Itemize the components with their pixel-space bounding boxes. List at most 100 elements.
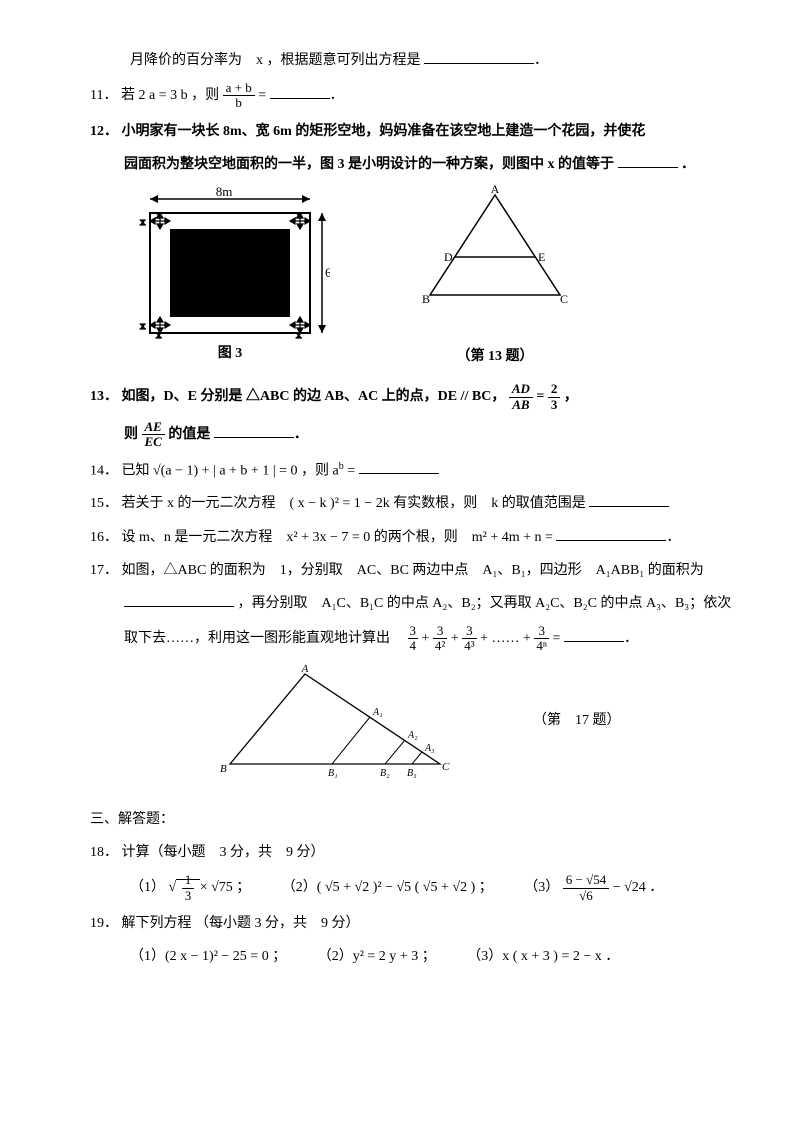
q19-parts: （1）(2 x − 1)² − 25 = 0 ； （2）y² = 2 y + 3… [130,944,740,969]
fig13-svg: A B C D E [410,185,580,335]
svg-text:A: A [300,664,308,675]
svg-text:B: B [220,763,227,775]
header-blank [424,49,534,64]
q16-text: 设 m、n 是一元二次方程 x² + 3x − 7 = 0 的两个根，则 m² … [122,530,553,545]
q17-l2: ，再分别取 A₁C、B₁C 的中点 A₂、B₂；又再取 A₂C、B₂C 的中点 … [124,591,740,616]
q11-num: 11． [90,88,117,103]
q19-num: 19． [90,916,118,931]
svg-text:A₃: A₃ [424,743,435,754]
q12: 12． 小明家有一块长 8m、宽 6m 的矩形空地，妈妈准备在该空地上建造一个花… [90,119,740,144]
q18-title: 计算（每小题 3 分，共 9 分） [122,845,325,860]
q13-frac3: AE EC [142,420,165,450]
svg-text:B: B [422,292,430,306]
q13: 13． 如图，D、E 分别是 △ABC 的边 AB、AC 上的点，DE // B… [90,382,740,412]
svg-text:E: E [538,250,545,264]
q17-caption: （第 17 题） [533,708,621,733]
svg-text:C: C [442,761,450,773]
q15: 15． 若关于 x 的一元二次方程 ( x − k )² = 1 − 2k 有实… [90,491,740,516]
q19-p3: （3）x ( x + 3 ) = 2 − x ． [467,944,619,969]
q12-dot: ． [681,157,695,172]
q19-p2: （2）y² = 2 y + 3 ； [318,944,436,969]
section-3: 三、解答题： [90,807,740,832]
q13-tail: ， [564,389,578,404]
header-line: 月降价的百分率为 x ，根据题意可列出方程是 ． [130,48,740,73]
q14: 14． 已知 √(a − 1) + | a + b + 1 | = 0 ，则 a… [90,458,740,484]
q13-l2: 则 AE EC 的值是 ． [124,420,740,450]
fig3-caption: 图 3 [218,345,243,361]
svg-text:A₂: A₂ [407,730,418,741]
q16-num: 16． [90,530,118,545]
q17-blank1 [124,592,234,607]
q18: 18． 计算（每小题 3 分，共 9 分） [90,840,740,865]
q11-text-a: 若 2 a = 3 b ，则 [121,88,223,103]
q17-svg: A B C A₁ A₂ A₃ B₁ B₂ B₃ [210,664,470,784]
header-text: 月降价的百分率为 x ，根据题意可列出方程是 [130,53,421,68]
q18-p1-label: （1） [130,880,165,895]
q18-p1-c: √75 [211,880,233,895]
q14-blank [359,459,439,474]
q14-num: 14． [90,463,118,478]
q17-t1: 34 [408,624,419,654]
q18-parts: （1） √ 1 3 × √75 ； （2）( √5 + √2 )² − √5 (… [130,873,740,903]
q11-frac-num: a + b [223,81,255,96]
q17-figure-wrap: A B C A₁ A₂ A₃ B₁ B₂ B₃ （第 17 题） [90,664,740,793]
q13-eq: = [536,389,547,404]
q13-line1: 如图，D、E 分别是 △ABC 的边 AB、AC 上的点，DE // BC， [122,389,506,404]
q19: 19． 解下列方程 （每小题 3 分，共 9 分） [90,911,740,936]
q14-eq: = [347,463,358,478]
q17-num: 17． [90,563,118,578]
q17: 17． 如图，△ABC 的面积为 1，分别取 AC、BC 两边中点 A₁、B₁，… [90,558,740,583]
q13-frac1: AD AB [509,382,533,412]
q11-blank [270,84,330,99]
q14-sup: b [339,461,344,472]
svg-text:B₃: B₃ [407,768,417,779]
q19-title: 解下列方程 （每小题 3 分，共 9 分） [122,916,360,931]
svg-text:x: x [140,320,146,332]
svg-text:A: A [491,185,500,196]
q12-figures: 8m 6m x x x x [120,185,740,374]
fig3-svg: 8m 6m x x x x [120,185,330,365]
q19-p1: （1）(2 x − 1)² − 25 = 0 ； [130,944,286,969]
q13-l2-b: 的值是 [168,427,210,442]
svg-text:A₁: A₁ [372,707,383,718]
svg-text:C: C [560,292,568,306]
q16-blank [556,526,666,541]
figure-13: A B C D E （第 13 题） [410,185,580,369]
q15-blank [589,492,669,507]
q17-line1: 如图，△ABC 的面积为 1，分别取 AC、BC 两边中点 A₁、B₁，四边形 … [122,563,704,578]
q17-line2: ，再分别取 A₁C、B₁C 的中点 A₂、B₂；又再取 A₂C、B₂C 的中点 … [238,596,732,611]
figure-3: 8m 6m x x x x [120,185,330,374]
q13-num: 13． [90,389,118,404]
fig3-6m: 6m [325,265,330,280]
q12-line1: 小明家有一块长 8m、宽 6m 的矩形空地，妈妈准备在该空地上建造一个花园，并使… [122,124,646,139]
q14-text: 已知 √(a − 1) + | a + b + 1 | = 0 ，则 a [122,463,339,478]
q18-p3-frac: 6 − √54 √6 [563,873,609,903]
q11-frac-den: b [223,96,255,110]
q17-t2: 34² [433,624,447,654]
q12-blank [618,153,678,168]
q13-frac2: 2 3 [548,382,561,412]
fig13-caption: （第 13 题） [410,344,580,369]
q17-line3a: 取下去……，利用这一图形能直观地计算出 [124,631,404,646]
fig3-8m: 8m [216,185,233,199]
q13-blank [214,423,294,438]
svg-text:B₁: B₁ [328,768,338,779]
q12-l2: 园面积为整块空地面积的一半，图 3 是小明设计的一种方案，则图中 x 的值等于 … [124,152,740,177]
q13-l2-a: 则 [124,427,142,442]
svg-text:x: x [140,216,146,228]
q18-p1: （1） √ 1 3 × √75 ； [130,873,250,903]
q11-frac: a + b b [223,81,255,111]
q17-t3: 34³ [462,624,476,654]
q16: 16． 设 m、n 是一元二次方程 x² + 3x − 7 = 0 的两个根，则… [90,525,740,550]
q17-l3: 取下去……，利用这一图形能直观地计算出 34 + 34² + 34³ + …… … [124,624,740,654]
q18-p3: （3） 6 − √54 √6 − √24 ． [524,873,663,903]
q18-p3-label: （3） [524,880,559,895]
q15-num: 15． [90,496,118,511]
svg-text:B₂: B₂ [380,768,390,779]
q15-text: 若关于 x 的一元二次方程 ( x − k )² = 1 − 2k 有实数根，则… [122,496,586,511]
q12-num: 12． [90,124,118,139]
q11: 11． 若 2 a = 3 b ，则 a + b b = ． [90,81,740,111]
q12-line2: 园面积为整块空地面积的一半，图 3 是小明设计的一种方案，则图中 x 的值等于 [124,157,614,172]
q18-p2: （2）( √5 + √2 )² − √5 ( √5 + √2 ) ； [282,875,493,900]
q18-p3-tail: − √24 ． [613,880,664,895]
